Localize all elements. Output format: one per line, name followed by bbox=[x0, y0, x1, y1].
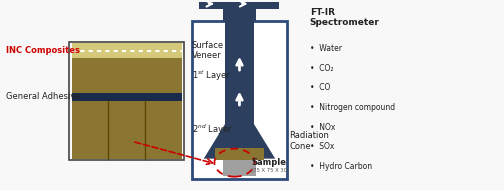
Bar bbox=[215, 148, 264, 160]
Bar bbox=[223, 154, 256, 177]
Text: INC Composites: INC Composites bbox=[7, 46, 80, 55]
Text: 1$^{st}$ Layer: 1$^{st}$ Layer bbox=[192, 68, 231, 83]
Bar bbox=[200, 0, 279, 9]
Text: •  Water: • Water bbox=[309, 44, 342, 53]
Polygon shape bbox=[204, 124, 275, 159]
Bar bbox=[72, 93, 182, 101]
Text: Radiation
Cone: Radiation Cone bbox=[290, 131, 330, 151]
Text: •  CO: • CO bbox=[309, 83, 330, 92]
Text: Surface
Veneer: Surface Veneer bbox=[192, 41, 224, 60]
Text: •  CO₂: • CO₂ bbox=[309, 64, 333, 73]
Text: •  Hydro Carbon: • Hydro Carbon bbox=[309, 162, 372, 171]
Text: •  SOx: • SOx bbox=[309, 142, 334, 151]
Text: •  Nitrogen compound: • Nitrogen compound bbox=[309, 103, 395, 112]
Text: Sample: Sample bbox=[251, 158, 286, 167]
Text: •  NOx: • NOx bbox=[309, 123, 335, 131]
Bar bbox=[72, 101, 182, 159]
Text: FT-IR
Spectrometer: FT-IR Spectrometer bbox=[309, 8, 380, 27]
Bar bbox=[72, 43, 182, 58]
Bar bbox=[192, 21, 287, 179]
Bar bbox=[69, 42, 184, 160]
Text: 2$^{nd}$ Layer: 2$^{nd}$ Layer bbox=[192, 123, 233, 137]
Text: General Adhesive: General Adhesive bbox=[7, 92, 81, 101]
Bar bbox=[225, 21, 254, 124]
Text: (75 X 75 X 30): (75 X 75 X 30) bbox=[251, 168, 289, 173]
Bar bbox=[223, 4, 256, 21]
Bar bbox=[72, 58, 182, 93]
